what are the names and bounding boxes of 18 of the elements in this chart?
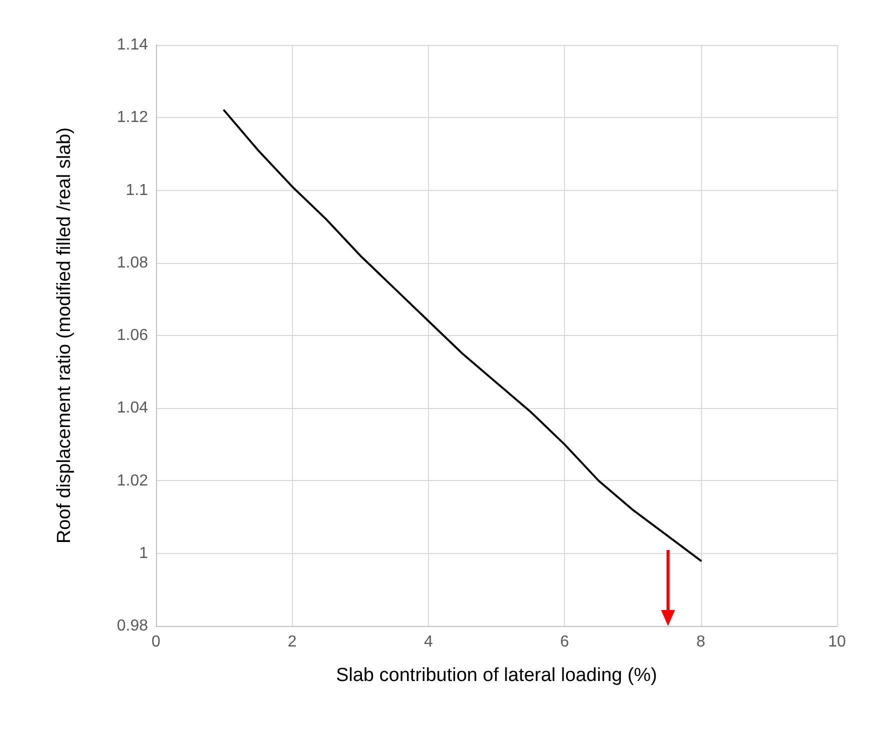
y-tick-label: 1.14 bbox=[116, 36, 148, 54]
y-tick-label: 1.08 bbox=[116, 254, 148, 272]
x-tick-label: 10 bbox=[828, 634, 846, 650]
y-tick-label: 1.04 bbox=[116, 400, 148, 417]
x-tick-label: 8 bbox=[696, 634, 706, 650]
y-axis-title: Roof displacement ratio (modified filled /real slab) bbox=[54, 127, 75, 544]
y-tick-label: 1.12 bbox=[116, 109, 148, 126]
y-tick-label: 1.02 bbox=[116, 472, 148, 490]
y-tick-label: 1.06 bbox=[116, 327, 148, 344]
x-tick-label: 4 bbox=[424, 634, 433, 650]
x-tick-label: 2 bbox=[288, 634, 297, 650]
y-tick-label: 0.98 bbox=[116, 618, 148, 634]
y-tick-label: 1 bbox=[139, 544, 148, 562]
line-series bbox=[223, 109, 702, 562]
x-axis-title: Slab contribution of lateral loading (%) bbox=[336, 665, 658, 686]
x-tick-label: 6 bbox=[560, 634, 570, 650]
x-tick-label: 0 bbox=[152, 634, 161, 650]
y-tick-label: 1.1 bbox=[126, 182, 148, 199]
